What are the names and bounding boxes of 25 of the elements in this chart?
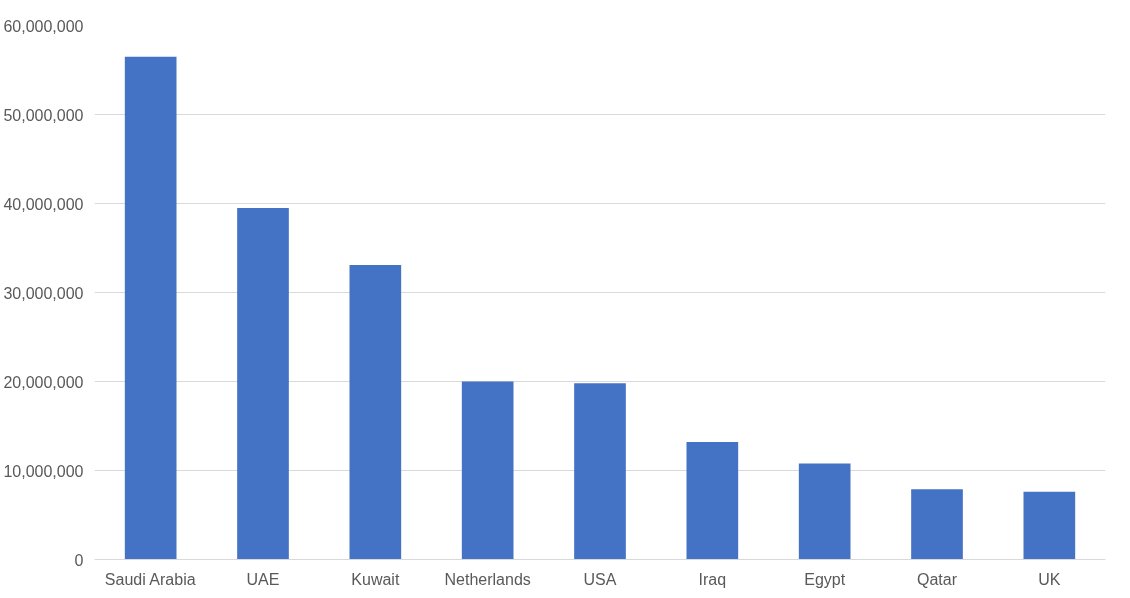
x-tick-label: UAE (246, 570, 280, 588)
bar (461, 381, 514, 560)
x-tick-label: USA (583, 570, 617, 588)
x-tick-label: Iraq (698, 570, 727, 588)
x-tick-label: Kuwait (351, 570, 400, 588)
x-tick-label: Qatar (916, 570, 958, 588)
y-tick-label: 30,000,000 (3, 284, 84, 302)
y-tick-label: 20,000,000 (3, 373, 84, 391)
y-tick-label: 40,000,000 (3, 195, 84, 213)
bar (574, 383, 626, 560)
bar (1023, 491, 1076, 560)
x-tick-label: Netherlands (444, 570, 531, 588)
bar (911, 489, 963, 560)
bar (798, 463, 851, 560)
y-tick-label: 0 (74, 551, 84, 569)
bar (686, 442, 739, 560)
x-tick-label: UK (1038, 570, 1061, 588)
x-tick-label: Saudi Arabia (104, 570, 196, 588)
y-tick-label: 50,000,000 (3, 106, 84, 124)
y-tick-label: 10,000,000 (3, 462, 84, 480)
bar (237, 207, 289, 560)
bar (124, 56, 177, 560)
y-tick-label: 60,000,000 (3, 17, 84, 35)
x-tick-label: Egypt (804, 570, 846, 588)
bar (349, 264, 402, 560)
